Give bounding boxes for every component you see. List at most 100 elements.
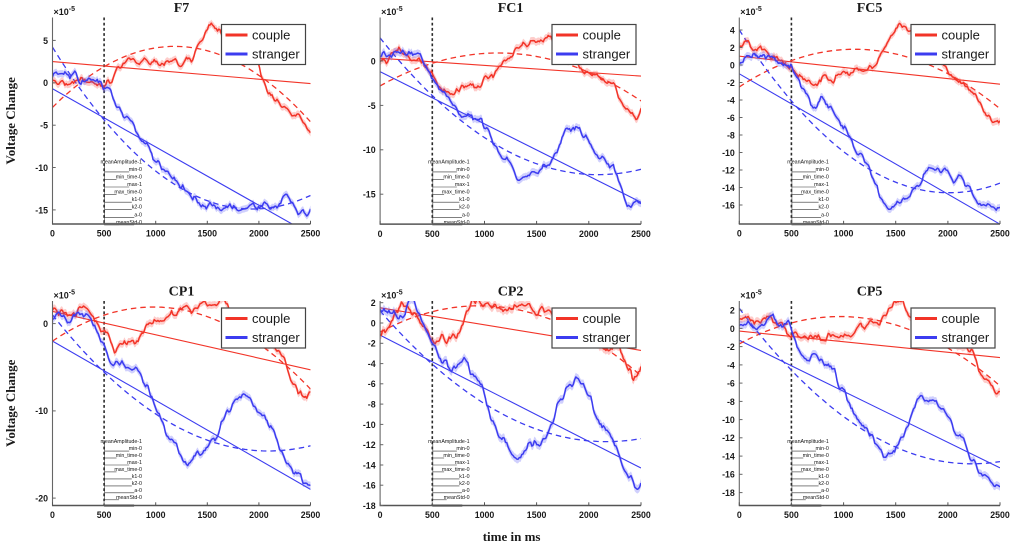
svg-text:-2: -2 bbox=[727, 78, 735, 88]
svg-text:2500: 2500 bbox=[301, 510, 321, 520]
svg-text:2000: 2000 bbox=[579, 510, 599, 520]
svg-text:2500: 2500 bbox=[990, 510, 1010, 520]
svg-text:-5: -5 bbox=[368, 101, 376, 111]
svg-text:-18: -18 bbox=[363, 501, 376, 511]
svg-text:max_time-0: max_time-0 bbox=[801, 190, 829, 196]
svg-text:2000: 2000 bbox=[249, 229, 269, 239]
svg-text:FC1: FC1 bbox=[498, 1, 524, 16]
svg-text:0: 0 bbox=[730, 60, 735, 70]
svg-text:k2-0: k2-0 bbox=[459, 481, 469, 487]
svg-text:stranger: stranger bbox=[942, 47, 990, 62]
svg-text:meanAmplitude-1: meanAmplitude-1 bbox=[428, 159, 470, 165]
svg-text:×10-5: ×10-5 bbox=[740, 290, 762, 301]
svg-text:0: 0 bbox=[371, 56, 376, 66]
svg-text:a-0: a-0 bbox=[462, 212, 470, 218]
svg-text:-4: -4 bbox=[727, 360, 735, 370]
svg-text:couple: couple bbox=[942, 311, 980, 326]
svg-text:min_time-0: min_time-0 bbox=[116, 174, 142, 180]
svg-text:a-0: a-0 bbox=[134, 212, 142, 218]
svg-text:-6: -6 bbox=[368, 379, 376, 389]
svg-text:-15: -15 bbox=[363, 190, 376, 200]
svg-text:-10: -10 bbox=[363, 420, 376, 430]
svg-text:min-0: min-0 bbox=[816, 446, 829, 452]
svg-text:min-0: min-0 bbox=[816, 167, 829, 173]
svg-text:max_time-0: max_time-0 bbox=[114, 467, 142, 473]
svg-text:1000: 1000 bbox=[475, 510, 495, 520]
svg-text:-4: -4 bbox=[368, 359, 376, 369]
svg-text:stranger: stranger bbox=[942, 330, 990, 345]
svg-text:CP2: CP2 bbox=[498, 285, 524, 300]
svg-text:2: 2 bbox=[730, 43, 735, 53]
svg-text:k1-0: k1-0 bbox=[132, 474, 142, 480]
svg-text:-8: -8 bbox=[727, 130, 735, 140]
svg-text:1500: 1500 bbox=[527, 229, 547, 239]
svg-text:-14: -14 bbox=[722, 183, 735, 193]
svg-text:k2-0: k2-0 bbox=[459, 205, 469, 211]
svg-text:0: 0 bbox=[43, 78, 48, 88]
svg-text:-16: -16 bbox=[722, 470, 735, 480]
svg-text:1500: 1500 bbox=[886, 229, 906, 239]
svg-text:max-1: max-1 bbox=[127, 182, 142, 188]
svg-text:meanStd-0: meanStd-0 bbox=[116, 495, 142, 501]
svg-text:0: 0 bbox=[378, 229, 383, 239]
svg-text:2: 2 bbox=[730, 306, 735, 316]
svg-text:×10-5: ×10-5 bbox=[54, 6, 76, 17]
svg-text:-5: -5 bbox=[40, 121, 48, 131]
svg-text:2000: 2000 bbox=[579, 229, 599, 239]
svg-text:k1-0: k1-0 bbox=[818, 474, 828, 480]
svg-text:-12: -12 bbox=[722, 165, 735, 175]
svg-text:0: 0 bbox=[371, 318, 376, 328]
svg-text:min_time-0: min_time-0 bbox=[443, 174, 469, 180]
svg-text:k2-0: k2-0 bbox=[818, 205, 828, 211]
svg-text:2000: 2000 bbox=[249, 510, 269, 520]
svg-text:max-1: max-1 bbox=[455, 460, 470, 466]
svg-text:-2: -2 bbox=[727, 342, 735, 352]
svg-text:couple: couple bbox=[942, 28, 980, 43]
svg-text:max-1: max-1 bbox=[455, 182, 470, 188]
svg-text:min-0: min-0 bbox=[129, 167, 142, 173]
svg-text:0: 0 bbox=[378, 510, 383, 520]
svg-text:a-0: a-0 bbox=[821, 212, 829, 218]
svg-text:500: 500 bbox=[784, 510, 799, 520]
svg-text:0: 0 bbox=[50, 510, 55, 520]
svg-text:-16: -16 bbox=[363, 481, 376, 491]
svg-text:couple: couple bbox=[252, 28, 290, 43]
svg-text:a-0: a-0 bbox=[462, 488, 470, 494]
svg-text:-6: -6 bbox=[727, 113, 735, 123]
svg-text:time in ms: time in ms bbox=[483, 529, 541, 544]
svg-text:couple: couple bbox=[583, 311, 621, 326]
svg-text:couple: couple bbox=[583, 28, 621, 43]
svg-text:meanStd-0: meanStd-0 bbox=[444, 495, 470, 501]
svg-text:2500: 2500 bbox=[301, 229, 321, 239]
svg-text:1500: 1500 bbox=[198, 510, 218, 520]
svg-text:2500: 2500 bbox=[631, 510, 651, 520]
svg-text:0: 0 bbox=[50, 229, 55, 239]
svg-text:1000: 1000 bbox=[146, 510, 166, 520]
svg-text:-12: -12 bbox=[722, 433, 735, 443]
svg-text:-20: -20 bbox=[35, 494, 48, 504]
svg-text:1500: 1500 bbox=[198, 229, 218, 239]
svg-text:2000: 2000 bbox=[938, 229, 958, 239]
svg-text:F7: F7 bbox=[174, 1, 190, 16]
svg-text:1000: 1000 bbox=[834, 229, 854, 239]
svg-text:2: 2 bbox=[371, 298, 376, 308]
svg-text:500: 500 bbox=[97, 510, 112, 520]
svg-text:-6: -6 bbox=[727, 379, 735, 389]
svg-text:×10-5: ×10-5 bbox=[381, 6, 403, 17]
svg-text:-12: -12 bbox=[363, 440, 376, 450]
svg-text:500: 500 bbox=[97, 229, 112, 239]
svg-text:1000: 1000 bbox=[834, 510, 854, 520]
svg-text:a-0: a-0 bbox=[821, 488, 829, 494]
svg-text:5: 5 bbox=[43, 36, 48, 46]
svg-text:meanStd-0: meanStd-0 bbox=[803, 495, 829, 501]
svg-text:couple: couple bbox=[252, 311, 290, 326]
svg-text:min-0: min-0 bbox=[456, 446, 469, 452]
svg-text:a-0: a-0 bbox=[134, 488, 142, 494]
svg-text:stranger: stranger bbox=[252, 330, 300, 345]
svg-text:k1-0: k1-0 bbox=[459, 474, 469, 480]
svg-text:Voltage Change: Voltage Change bbox=[3, 77, 18, 165]
svg-text:-8: -8 bbox=[368, 400, 376, 410]
svg-text:meanAmplitude-1: meanAmplitude-1 bbox=[787, 159, 829, 165]
svg-text:-10: -10 bbox=[363, 145, 376, 155]
svg-text:max_time-0: max_time-0 bbox=[442, 467, 470, 473]
